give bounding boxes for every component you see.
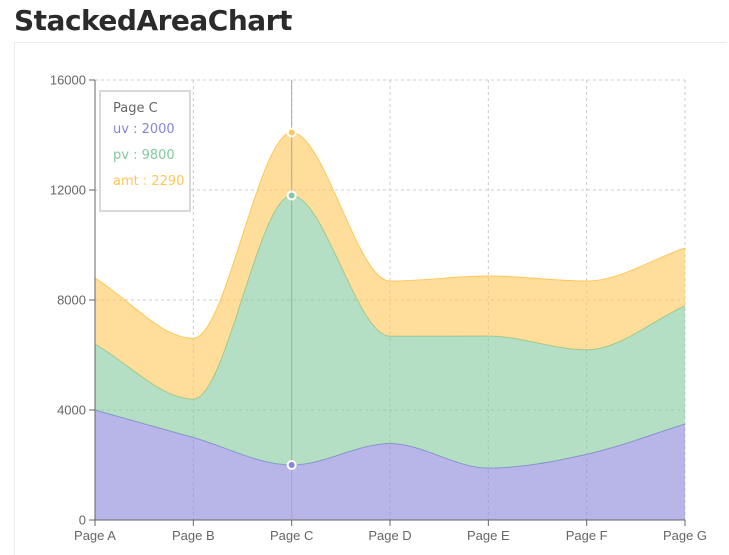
- x-tick-label: Page E: [467, 528, 510, 543]
- y-tick-label: 8000: [57, 293, 86, 308]
- x-tick-label: Page F: [566, 528, 608, 543]
- tooltip-row-amt: amt : 2290: [113, 174, 185, 189]
- x-tick-label: Page G: [663, 528, 707, 543]
- line-uv: [94, 409, 686, 469]
- tooltip-row-uv: uv : 2000: [113, 122, 175, 137]
- area-series: [94, 132, 686, 520]
- area-uv[interactable]: [95, 410, 685, 520]
- active-dot-amt: [286, 127, 297, 138]
- y-tick-label: 0: [79, 513, 86, 528]
- x-tick-label: Page A: [74, 528, 116, 543]
- x-tick-label: Page D: [368, 528, 411, 543]
- area-pv[interactable]: [95, 195, 685, 469]
- chart-container: [14, 42, 727, 555]
- active-dots: [286, 127, 297, 470]
- page-title: StackedAreaChart: [14, 4, 292, 37]
- y-tick-label: 12000: [50, 183, 86, 198]
- tooltip-row-pv: pv : 9800: [113, 148, 175, 163]
- x-tick-label: Page B: [172, 528, 215, 543]
- active-dot-pv: [286, 190, 297, 201]
- y-tick-label: 16000: [50, 73, 86, 88]
- chart-tooltip: Page C uv : 2000 pv : 9800 amt : 2290: [99, 90, 191, 212]
- active-dot-uv: [286, 460, 297, 470]
- area-amt[interactable]: [95, 132, 685, 400]
- line-amt: [94, 132, 686, 339]
- y-tick-label: 4000: [57, 403, 86, 418]
- tooltip-label: Page C: [113, 101, 158, 116]
- x-tick-label: Page C: [270, 528, 313, 543]
